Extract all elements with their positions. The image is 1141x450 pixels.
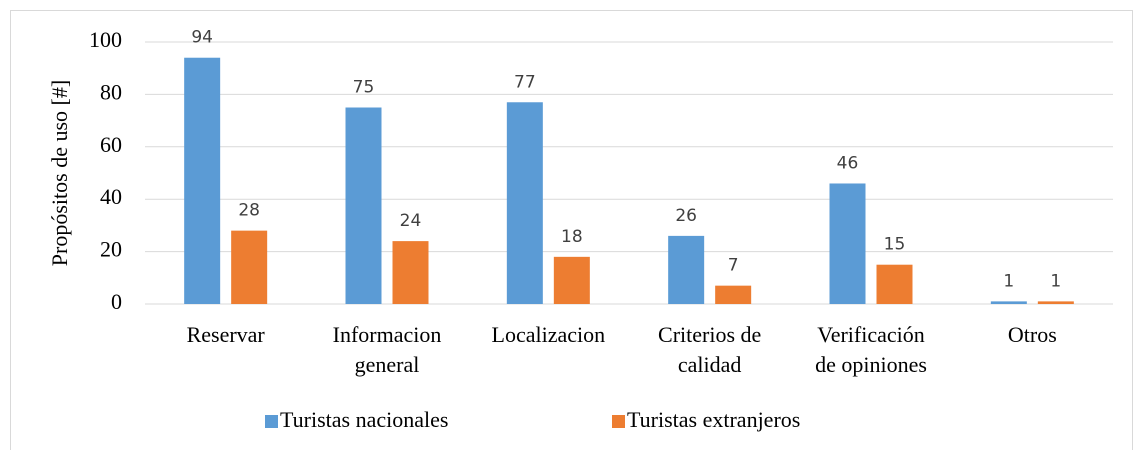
x-tick-label: Reservar (187, 322, 266, 347)
y-tick-label: 60 (100, 132, 122, 157)
bar (231, 230, 268, 304)
bar (715, 285, 752, 304)
data-label: 1 (1050, 271, 1061, 291)
x-tick-label: Localizacion (492, 322, 606, 347)
data-label: 7 (728, 256, 739, 276)
legend-swatch (612, 415, 625, 428)
x-tick-label: calidad (678, 352, 742, 377)
bar (506, 102, 543, 304)
x-tick-label: Criterios de (658, 322, 761, 347)
y-tick-label: 40 (100, 184, 122, 209)
x-tick-label: de opiniones (815, 352, 927, 377)
legend-label: Turistas nacionales (280, 407, 448, 432)
bar (668, 235, 705, 304)
x-tick-label: Otros (1008, 322, 1057, 347)
y-tick-label: 80 (100, 79, 122, 104)
y-axis-label: Propósitos de uso [#] (47, 80, 72, 266)
bar (990, 301, 1027, 304)
bar (184, 57, 221, 304)
x-tick-label: Verificación (817, 322, 925, 347)
bar (345, 107, 382, 304)
data-label: 94 (191, 28, 213, 48)
legend-swatch (265, 415, 278, 428)
legend-label: Turistas extranjeros (627, 407, 800, 432)
bar (829, 183, 866, 304)
data-label: 24 (400, 211, 422, 231)
data-label: 18 (561, 227, 583, 247)
x-tick-label: general (355, 352, 420, 377)
data-label: 46 (837, 153, 859, 173)
y-tick-label: 20 (100, 237, 122, 262)
bar (392, 241, 429, 304)
bar (876, 264, 913, 304)
data-label: 77 (514, 72, 536, 92)
y-tick-label: 0 (111, 289, 122, 314)
data-label: 75 (353, 78, 375, 98)
data-label: 1 (1003, 271, 1014, 291)
data-label: 28 (238, 201, 260, 221)
x-tick-label: Informacion (333, 322, 442, 347)
data-label: 26 (675, 206, 697, 226)
bar (1037, 301, 1074, 304)
y-tick-label: 100 (89, 27, 122, 52)
data-label: 15 (884, 235, 906, 255)
bar (553, 256, 590, 304)
